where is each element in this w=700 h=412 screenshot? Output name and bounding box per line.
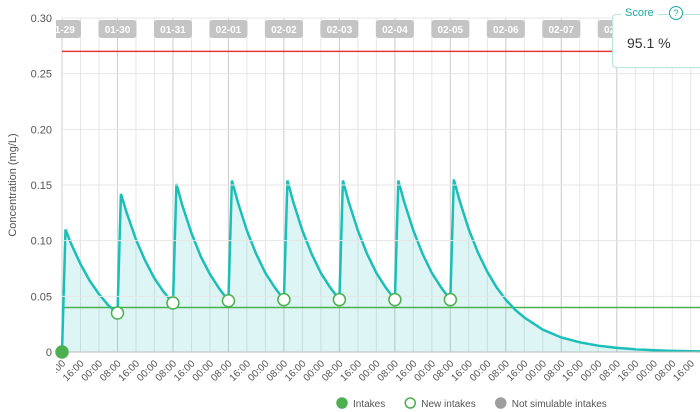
intake-marker (110, 306, 125, 320)
legend-marker (494, 397, 507, 409)
date-label: 02-04 (382, 25, 408, 36)
x-tick-label: 16:00 (671, 358, 697, 384)
score-value: 95.1 % (627, 35, 671, 51)
help-icon[interactable]: ? (669, 6, 683, 20)
y-tick-label: 0.20 (31, 124, 52, 136)
date-badge (264, 20, 303, 38)
intake-marker (55, 345, 69, 359)
plot: 08:0016:0000:0008:0016:0000:0008:0016:00… (49, 18, 700, 384)
y-tick-label: 0.05 (31, 291, 52, 303)
date-badge (542, 20, 581, 38)
area (62, 179, 700, 352)
intake-marker (332, 292, 347, 307)
date-label: 01-31 (160, 25, 186, 36)
date-badge (375, 20, 414, 38)
date-label: 02-05 (438, 25, 464, 36)
y-tick-label: 0.30 (31, 13, 52, 25)
legend-label: Not simulable intakes (512, 399, 607, 410)
legend-marker (336, 397, 348, 409)
date-label: 02-01 (216, 25, 242, 36)
date-label: 01-30 (105, 25, 131, 36)
date-badge (209, 20, 248, 38)
score-box: Score ? 95.1 % (612, 6, 700, 68)
date-label: 02-07 (549, 25, 575, 36)
date-badge (320, 20, 359, 38)
legend-label: New intakes (421, 399, 475, 410)
date-label: 02-02 (271, 25, 297, 36)
date-badge (56, 20, 81, 38)
y-tick-label: 0.25 (31, 69, 52, 81)
legend-marker (404, 397, 416, 409)
intake-marker (221, 294, 236, 308)
y-tick-label: 0 (46, 347, 52, 359)
date-label: 01-29 (49, 25, 75, 36)
intake-marker (277, 292, 291, 307)
legend-label: Intakes (353, 399, 385, 410)
date-label: 02-03 (327, 25, 353, 36)
y-tick-label: 0.15 (31, 180, 52, 192)
date-label: 02-06 (493, 25, 519, 36)
date-badge (153, 20, 192, 38)
date-badge (431, 20, 470, 38)
concentration-line (60, 179, 700, 353)
intake-marker (443, 292, 458, 307)
score-title: Score (621, 7, 658, 19)
y-axis-label: Concentration (mg/L) (7, 133, 19, 236)
date-badge (98, 20, 137, 38)
y-tick-label: 0.10 (31, 236, 52, 248)
date-badge (486, 20, 525, 38)
intake-marker (166, 296, 180, 310)
intake-marker (388, 292, 402, 307)
